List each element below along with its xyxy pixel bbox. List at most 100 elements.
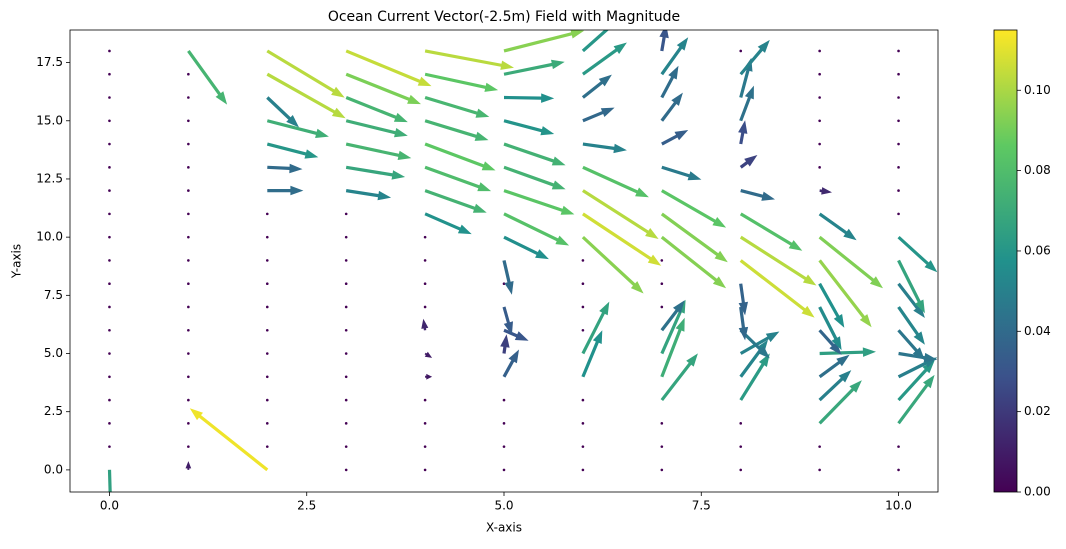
- vector-arrow: [582, 189, 659, 239]
- vector-arrow: [424, 165, 492, 192]
- y-tick-label: 10.0: [36, 230, 63, 244]
- zero-vector: [423, 305, 427, 309]
- vector-arrow: [266, 72, 346, 119]
- zero-vector: [897, 212, 900, 216]
- vector-arrow: [818, 380, 862, 425]
- zero-vector: [108, 119, 111, 123]
- zero-vector: [108, 96, 111, 99]
- vector-arrow: [503, 189, 575, 215]
- vector-arrow: [503, 165, 566, 190]
- zero-vector: [660, 282, 664, 285]
- vector-field: [107, 30, 938, 492]
- vector-arrow: [897, 236, 938, 273]
- zero-vector: [265, 352, 269, 355]
- zero-vector: [581, 305, 585, 309]
- vector-arrow: [739, 235, 817, 286]
- zero-vector: [897, 189, 900, 192]
- zero-vector: [818, 72, 821, 76]
- vector-arrow: [897, 357, 938, 379]
- zero-vector: [108, 282, 111, 285]
- zero-vector: [818, 96, 821, 99]
- vector-arrow: [267, 185, 304, 196]
- vector-arrow: [660, 212, 728, 263]
- zero-vector: [660, 468, 664, 472]
- zero-vector: [265, 305, 269, 309]
- zero-vector: [344, 468, 348, 472]
- zero-vector: [581, 422, 585, 425]
- vector-arrow: [503, 30, 585, 53]
- zero-vector: [897, 96, 900, 99]
- zero-vector: [108, 259, 111, 262]
- zero-vector: [187, 259, 190, 262]
- vector-arrow: [738, 283, 748, 316]
- vector-arrow: [818, 259, 872, 328]
- vector-arrow: [661, 189, 727, 228]
- x-tick-label: 7.5: [692, 499, 711, 513]
- vector-arrow: [582, 42, 627, 76]
- zero-vector: [187, 119, 190, 123]
- zero-vector: [581, 259, 585, 262]
- zero-vector: [502, 398, 506, 402]
- zero-vector: [502, 468, 506, 472]
- colorbar-tick-label: 0.02: [1024, 404, 1051, 418]
- vector-arrow: [502, 260, 514, 295]
- zero-vector: [187, 142, 190, 146]
- vector-arrow: [898, 351, 938, 363]
- zero-vector: [187, 422, 190, 425]
- colorbar-tick-label: 0.08: [1024, 163, 1051, 177]
- vector-arrow: [818, 212, 857, 241]
- x-axis-label: X-axis: [486, 521, 522, 535]
- zero-vector: [344, 259, 348, 262]
- vector-arrow: [424, 96, 490, 118]
- vector-arrow: [897, 306, 925, 345]
- zero-vector: [818, 445, 821, 448]
- vector-arrow: [503, 235, 549, 260]
- vector-arrow: [266, 49, 345, 98]
- vector-arrow: [582, 142, 627, 154]
- zero-vector: [423, 398, 427, 402]
- zero-vector: [187, 166, 190, 169]
- vector-arrow: [660, 65, 679, 99]
- vector-arrow: [502, 306, 513, 336]
- zero-vector: [344, 282, 348, 285]
- vector-arrow: [582, 165, 649, 198]
- vector-arrow: [266, 96, 299, 128]
- vector-arrow: [739, 212, 803, 251]
- vector-arrow: [582, 107, 615, 123]
- colorbar-tick-label: 0.06: [1024, 243, 1051, 257]
- vector-arrow: [266, 142, 319, 159]
- vector-arrow: [581, 330, 603, 378]
- vector-arrow: [660, 235, 727, 289]
- zero-vector: [108, 422, 111, 425]
- zero-vector: [660, 259, 664, 262]
- zero-vector: [265, 235, 269, 239]
- zero-vector: [344, 422, 348, 425]
- zero-vector: [818, 142, 821, 146]
- vector-arrow: [503, 119, 555, 136]
- zero-vector: [187, 212, 190, 216]
- vector-arrow: [739, 155, 758, 169]
- colorbar: [993, 29, 1018, 493]
- colorbar-tick-label: 0.10: [1024, 83, 1051, 97]
- y-tick-label: 2.5: [44, 404, 63, 418]
- zero-vector: [187, 445, 190, 448]
- zero-vector: [897, 49, 900, 53]
- zero-vector: [897, 445, 900, 448]
- vector-arrow: [424, 49, 514, 70]
- zero-vector: [818, 49, 821, 53]
- zero-vector: [344, 398, 348, 402]
- vector-arrow: [581, 30, 609, 53]
- vector-arrow: [661, 130, 689, 146]
- zero-vector: [108, 352, 111, 355]
- zero-vector: [265, 422, 269, 425]
- y-tick-label: 7.5: [44, 288, 63, 302]
- x-tick-label: 5.0: [494, 499, 513, 513]
- vector-arrow: [739, 85, 754, 122]
- vector-arrow: [818, 282, 845, 328]
- vector-arrow: [424, 189, 487, 213]
- zero-vector: [344, 375, 348, 379]
- zero-vector: [739, 468, 743, 472]
- zero-vector: [108, 328, 111, 332]
- zero-vector: [818, 468, 821, 472]
